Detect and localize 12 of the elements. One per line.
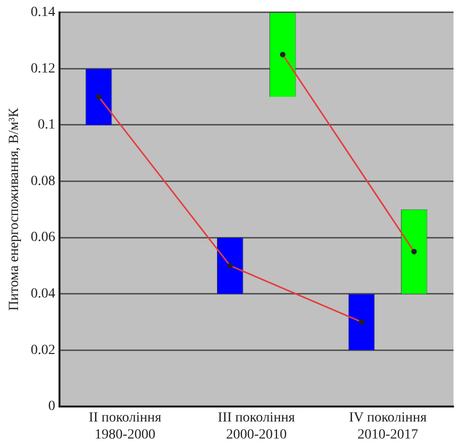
- y-axis-title: Питома енергоспоживання, В/м³К: [7, 107, 22, 311]
- y-tick-label: 0: [48, 399, 56, 414]
- y-tick-label: 0.08: [30, 174, 56, 189]
- x-tick-label: IV покоління 2010-2017: [348, 410, 428, 442]
- y-tick-label: 0.1: [38, 118, 56, 133]
- y-tick-label: 0.06: [30, 230, 56, 246]
- y-tick-label: 0.04: [30, 286, 56, 302]
- y-tick-label: 0.12: [30, 61, 56, 76]
- x-tick-label: III покоління 2000-2010: [218, 410, 296, 442]
- y-tick-label: 0.14: [30, 5, 56, 20]
- x-tick-label: II покоління 1980-2000: [88, 410, 162, 442]
- y-tick-label: 0.02: [30, 342, 56, 358]
